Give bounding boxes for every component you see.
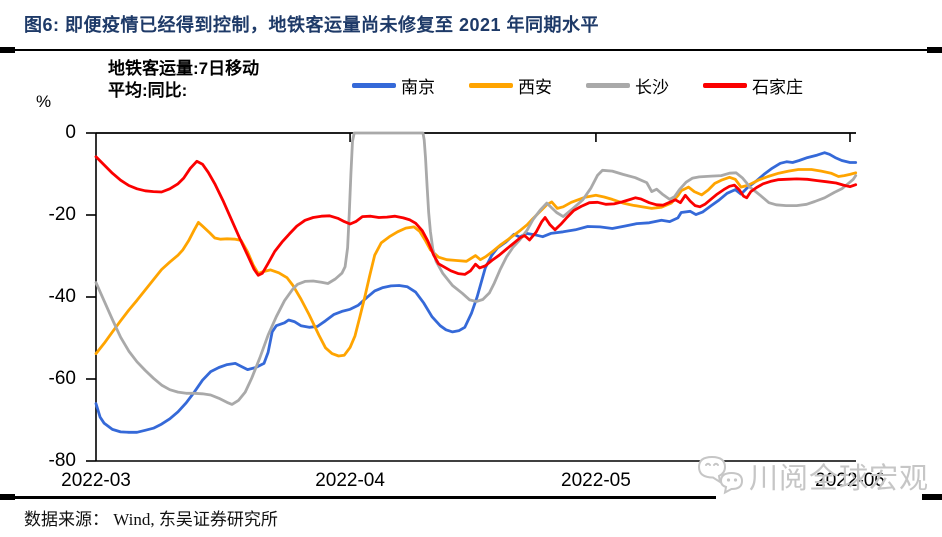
series-label: 南京	[401, 78, 435, 97]
legend-item-nanjing: 南京	[352, 73, 435, 98]
series-label: 石家庄	[752, 78, 803, 97]
series-swatch	[469, 83, 513, 88]
legend-item-xian: 西安	[469, 73, 552, 98]
series-label: 西安	[518, 78, 552, 97]
divider-endcap	[0, 494, 15, 500]
watermark-text: 川阅全球宏观	[749, 463, 930, 495]
x-tick-label: 2022-04	[315, 470, 385, 491]
series-swatch	[352, 83, 396, 88]
divider-endcap	[0, 47, 15, 53]
divider-endcap	[927, 47, 942, 53]
x-tick-label: 2022-06	[815, 470, 885, 491]
divider-endcap	[922, 494, 942, 500]
y-tick-label: 0	[65, 122, 76, 143]
title-divider	[0, 47, 942, 53]
y-tick-label: -20	[48, 204, 76, 225]
series-line-西安	[94, 168, 858, 358]
legend-item-changsha: 长沙	[586, 73, 669, 98]
y-axis-unit-label: %	[36, 92, 52, 111]
series-label: 长沙	[635, 78, 669, 97]
legend-caption-line2: 平均:同比:	[108, 81, 188, 100]
figure-title: 图6: 即便疫情已经得到控制，地铁客运量尚未修复至 2021 年同期水平	[24, 15, 600, 35]
y-tick-label: -40	[48, 286, 76, 307]
legend-caption-line1: 地铁客运量:7日移动	[108, 59, 260, 78]
series-swatch	[586, 83, 630, 88]
series-swatch	[703, 83, 747, 88]
watermark: 川阅全球宏观	[695, 451, 929, 501]
footer-divider	[0, 494, 716, 500]
x-tick-label: 2022-05	[561, 470, 631, 491]
legend-caption: 地铁客运量:7日移动 平均:同比:	[108, 58, 259, 102]
data-source: 数据来源： Wind, 东吴证券研究所	[24, 510, 278, 529]
y-tick-label: -80	[48, 450, 76, 471]
series-line-长沙	[94, 131, 858, 406]
legend-item-shijiazhuang: 石家庄	[703, 73, 803, 98]
wechat-logo-icon	[697, 455, 744, 495]
series-line-石家庄	[94, 155, 858, 277]
y-tick-label: -60	[48, 368, 76, 389]
series-line-南京	[94, 151, 858, 434]
x-tick-label: 2022-03	[61, 470, 131, 491]
footer-divider-right	[922, 494, 942, 500]
